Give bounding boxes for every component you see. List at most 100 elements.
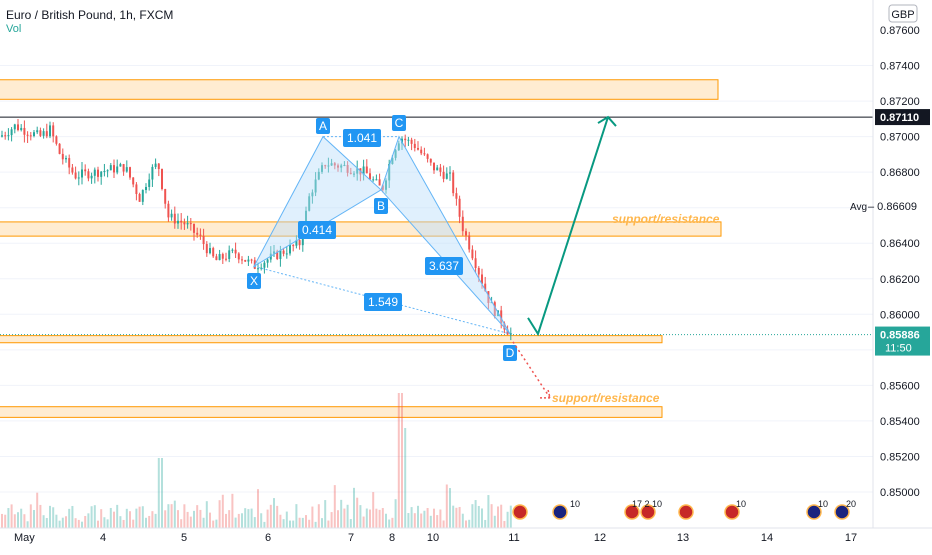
current-price-box xyxy=(875,326,930,356)
candle-body xyxy=(145,186,147,191)
volume-bar xyxy=(397,393,400,528)
zone-rect[interactable] xyxy=(0,406,663,418)
event-count: 17 xyxy=(632,499,642,509)
volume-bar xyxy=(282,519,285,528)
event-flag-icon[interactable] xyxy=(552,504,568,520)
volume-bar xyxy=(84,515,87,528)
ratio-label-box[interactable] xyxy=(298,221,336,239)
volume-bar xyxy=(189,516,192,528)
volume-bar xyxy=(273,498,275,528)
level-label: 0.87110 xyxy=(880,112,919,124)
point-label-box[interactable] xyxy=(392,115,406,131)
volume-bar xyxy=(199,509,202,528)
volume-bar xyxy=(36,492,39,528)
zone-rect[interactable] xyxy=(0,335,663,344)
symbol-title[interactable]: Euro / British Pound, 1h, FXCM xyxy=(6,8,174,22)
candle-body xyxy=(500,310,503,324)
volume-bar xyxy=(237,513,240,528)
candle-body xyxy=(337,165,339,168)
candle-body xyxy=(1,135,3,137)
event-flag-icon[interactable] xyxy=(724,504,740,520)
candle-body xyxy=(487,291,490,304)
point-label-box[interactable] xyxy=(247,273,261,289)
volume-bar xyxy=(407,513,410,528)
event-flag-icon[interactable] xyxy=(512,504,528,520)
volume-bar xyxy=(391,517,394,528)
candle-body xyxy=(375,179,378,181)
point-label-box[interactable] xyxy=(316,118,330,134)
event-flag-icon[interactable] xyxy=(640,504,656,520)
volume-bar xyxy=(10,504,13,528)
event-flag-icon[interactable] xyxy=(678,504,694,520)
candle-body xyxy=(106,170,109,172)
projection-down-arrowhead xyxy=(540,389,551,399)
time-tick: 10 xyxy=(427,532,439,544)
candle-body xyxy=(186,223,189,225)
pattern-triangle-xab[interactable] xyxy=(252,135,382,268)
volume-bar xyxy=(506,511,509,528)
point-label: B xyxy=(377,199,385,213)
candle-body xyxy=(327,165,330,167)
candle-body xyxy=(20,127,23,131)
volume-bar xyxy=(375,508,378,528)
volume-bar xyxy=(26,521,29,528)
economic-events[interactable]: 10 17 2 10 10 10 20 xyxy=(512,499,856,520)
volume-bar xyxy=(225,513,227,528)
projection-down[interactable] xyxy=(512,341,551,399)
candle-body xyxy=(353,173,355,175)
point-label-box[interactable] xyxy=(503,345,517,361)
currency-box[interactable] xyxy=(888,4,918,23)
candle-body xyxy=(84,169,87,172)
ratio-label-box[interactable] xyxy=(343,129,381,147)
candle-body xyxy=(87,171,90,179)
harmonic-pattern[interactable]: X A B C D 1.041 0.414 3.637 1.549 xyxy=(247,115,517,361)
volume-bar xyxy=(167,504,170,528)
zone-rect[interactable] xyxy=(0,221,722,237)
candle-body xyxy=(503,323,506,330)
volume-bar xyxy=(125,508,128,528)
candle-body xyxy=(292,245,295,247)
price-tick: 0.86200 xyxy=(880,274,920,286)
time-tick: 8 xyxy=(389,532,395,544)
ratio-label-box[interactable] xyxy=(364,293,402,311)
event-flag-icon[interactable] xyxy=(624,504,640,520)
volume-bar xyxy=(132,519,135,528)
candle-body xyxy=(250,259,253,261)
volume-bar xyxy=(378,509,381,528)
candle-body xyxy=(49,125,51,137)
candle-body xyxy=(449,172,451,174)
projections[interactable] xyxy=(512,115,617,399)
event-count: 10 xyxy=(652,499,662,509)
projection-up[interactable] xyxy=(527,116,609,337)
volume-bar xyxy=(305,515,307,528)
candle-body xyxy=(397,143,400,151)
volume-bar xyxy=(141,506,144,528)
candle-body xyxy=(36,130,39,133)
volume-bar xyxy=(45,518,48,528)
volume-bar xyxy=(196,505,199,528)
time-tick: May xyxy=(14,532,35,544)
volume-bar xyxy=(292,520,295,528)
volume-bar xyxy=(135,508,138,528)
volume-bar xyxy=(458,506,461,528)
event-flag-icon[interactable] xyxy=(834,504,850,520)
candle-body xyxy=(369,173,371,180)
candle-body xyxy=(74,172,77,179)
candle-body xyxy=(321,165,323,172)
price-axis[interactable]: GBP 0.87600 0.87400 0.87200 0.87000 0.86800 0.… xyxy=(850,0,932,550)
volume-bar xyxy=(58,520,61,528)
ratio-label-box[interactable] xyxy=(425,257,463,275)
grid xyxy=(0,65,873,493)
zone-rect[interactable] xyxy=(0,79,719,100)
candle-body xyxy=(295,240,298,246)
volume-bar xyxy=(77,519,80,528)
candle-body xyxy=(10,129,13,136)
volume-bar xyxy=(337,510,339,528)
event-flag-icon[interactable] xyxy=(806,504,822,520)
volume-bar xyxy=(449,488,451,528)
time-axis[interactable]: May 4 5 6 7 8 10 11 12 13 14 17 xyxy=(0,527,932,550)
candle-body xyxy=(93,169,96,176)
point-label-box[interactable] xyxy=(374,198,388,214)
